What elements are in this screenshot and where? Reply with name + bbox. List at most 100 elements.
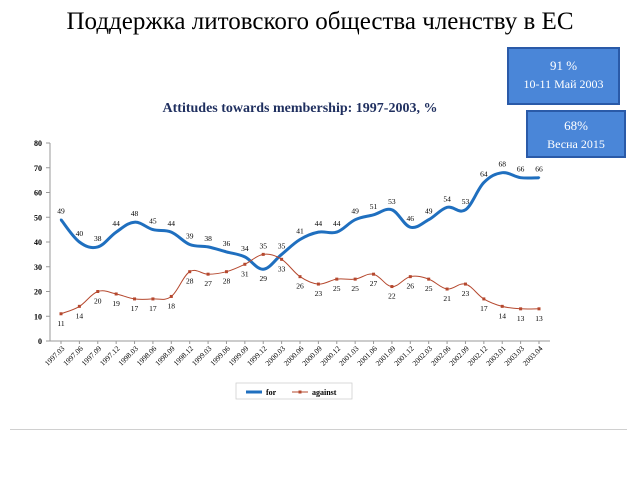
data-point-for [188, 243, 191, 246]
data-point-for [501, 171, 504, 174]
y-tick-label: 10 [34, 312, 42, 321]
data-point-for [464, 208, 467, 212]
callout-2015-value: 68% [564, 118, 588, 133]
data-label-against: 35 [259, 241, 267, 250]
legend-marker-against [298, 390, 302, 394]
data-label-for: 49 [57, 207, 65, 216]
data-point-against [206, 272, 210, 276]
legend-frame [235, 382, 353, 400]
data-point-for [390, 208, 394, 212]
data-point-against [500, 304, 504, 308]
data-point-against [335, 277, 339, 281]
data-label-against: 17 [480, 304, 488, 313]
data-label-against: 18 [168, 301, 176, 310]
data-label-against: 14 [498, 311, 506, 320]
data-label-against: 13 [535, 314, 543, 323]
data-label-for: 44 [333, 219, 341, 228]
data-label-for: 44 [112, 219, 120, 228]
data-point-for [372, 213, 375, 216]
y-tick-label: 30 [34, 263, 42, 272]
data-point-for [353, 218, 357, 221]
data-point-against [133, 297, 137, 301]
y-tick-label: 20 [34, 288, 42, 297]
data-point-against [261, 252, 265, 256]
data-label-for: 38 [204, 234, 212, 243]
data-point-for [317, 230, 320, 234]
data-point-for [151, 228, 155, 231]
data-label-for: 46 [407, 214, 415, 223]
data-label-against: 25 [333, 284, 341, 293]
data-label-for: 53 [462, 197, 470, 206]
data-point-for [445, 206, 449, 209]
series-line-for [59, 171, 540, 271]
data-point-against [96, 290, 100, 293]
data-label-against: 26 [407, 282, 415, 291]
data-point-against [298, 275, 302, 279]
data-label-against: 17 [131, 304, 139, 313]
data-point-against [372, 272, 376, 276]
x-tick-label: 2003.04 [521, 344, 545, 368]
data-point-against [243, 262, 247, 266]
data-point-for [519, 176, 522, 179]
data-label-for: 66 [535, 165, 543, 174]
data-label-for: 34 [241, 244, 249, 253]
data-point-against [408, 275, 412, 279]
data-point-against [390, 285, 394, 289]
data-point-for [409, 225, 412, 229]
data-point-for [335, 230, 338, 234]
slide-title: Поддержка литовского общества членству в… [66, 8, 574, 35]
data-point-for [262, 268, 265, 271]
data-point-for [280, 253, 283, 256]
data-label-against: 20 [94, 297, 102, 306]
data-point-against [445, 287, 449, 291]
data-label-for: 66 [517, 165, 525, 174]
data-label-against: 25 [351, 284, 359, 293]
data-label-for: 36 [223, 239, 231, 248]
data-point-for [114, 230, 118, 234]
data-point-for [78, 240, 81, 244]
data-label-against: 33 [278, 264, 286, 273]
data-label-for: 45 [149, 217, 157, 226]
data-point-for [133, 221, 136, 224]
callout-peak-value: 91 % [549, 58, 578, 73]
data-point-for [206, 245, 210, 249]
data-point-against [280, 257, 284, 261]
data-label-against: 27 [370, 279, 378, 288]
data-label-for: 54 [443, 194, 451, 203]
chart-series [59, 171, 541, 316]
data-point-against [114, 292, 118, 296]
data-labels: 49 40 38 44 48 45 44 39 38 36 34 29 35 41 44 44 49 51 53 46… [57, 160, 543, 328]
slide-frame-line [10, 429, 627, 430]
data-label-against: 11 [57, 319, 64, 328]
data-point-against [316, 282, 320, 286]
data-label-for: 44 [315, 219, 323, 228]
legend-label-against: against [312, 388, 337, 397]
callout-peak-support: 91 % 10-11 Май 2003 [507, 47, 620, 105]
data-label-for: 53 [388, 197, 396, 206]
data-label-against: 28 [186, 277, 194, 286]
data-label-for: 49 [351, 207, 359, 216]
data-label-against: 31 [241, 269, 249, 278]
data-label-for: 39 [186, 231, 194, 240]
data-label-for: 35 [278, 241, 286, 250]
legend-label-for: for [266, 388, 277, 397]
data-label-against: 23 [462, 289, 470, 298]
data-point-for [170, 230, 173, 234]
data-point-for [59, 218, 63, 221]
data-label-against: 17 [149, 304, 157, 313]
data-point-against [169, 294, 173, 298]
data-label-against: 19 [112, 299, 120, 308]
data-point-against [537, 307, 541, 311]
data-label-against: 27 [204, 279, 212, 288]
callout-peak-date: 10-11 Май 2003 [523, 77, 604, 91]
data-point-for [225, 250, 228, 254]
data-label-against: 14 [76, 311, 84, 320]
y-tick-label: 70 [34, 164, 42, 173]
chart-axes: 010203040506070801997.031997.061997.0919… [34, 139, 550, 368]
data-point-for [96, 245, 99, 249]
data-label-against: 26 [296, 282, 304, 291]
data-point-against [77, 304, 81, 308]
data-point-for [243, 255, 247, 259]
data-label-against: 23 [315, 289, 323, 298]
